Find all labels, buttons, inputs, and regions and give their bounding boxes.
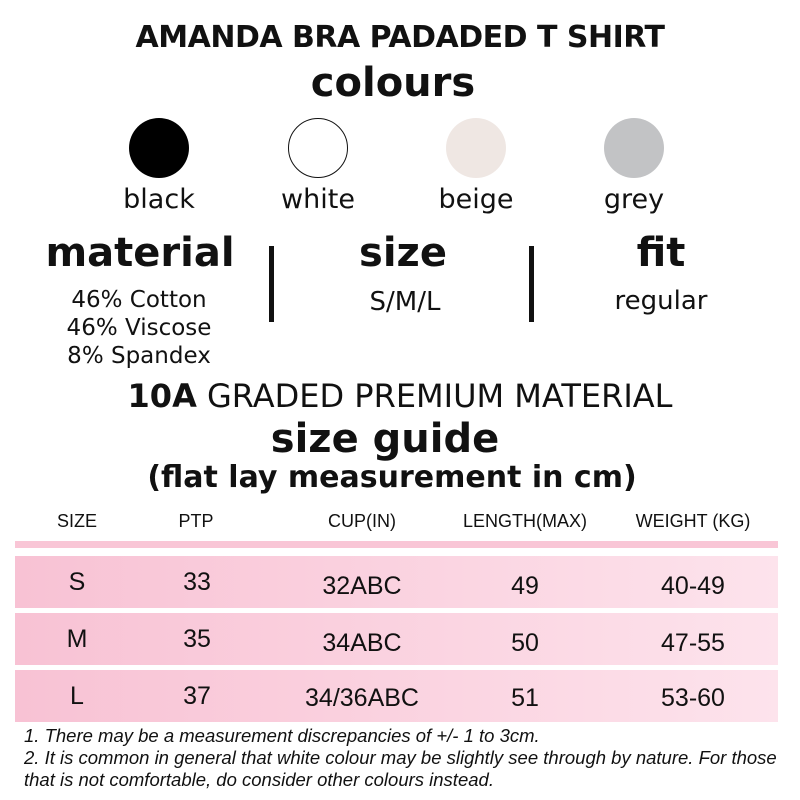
size-guide-heading: size guide: [270, 416, 500, 462]
material-heading: material: [45, 230, 235, 276]
material-list: 46% Cotton 46% Viscose 8% Spandex: [67, 286, 212, 370]
cell: 34ABC: [322, 629, 402, 657]
cell: L: [70, 682, 84, 710]
fit-value: regular: [614, 286, 708, 316]
cell: 34/36ABC: [305, 684, 419, 712]
size-guide-subheading: (flat lay measurement in cm): [147, 460, 637, 495]
table-header: WEIGHT (KG): [635, 511, 751, 531]
cell: 47-55: [661, 629, 725, 657]
cell: 40-49: [661, 572, 725, 600]
table-header: SIZE: [56, 511, 98, 531]
grade-text: GRADED PREMIUM MATERIAL: [196, 377, 673, 415]
swatch-grey: [604, 118, 664, 178]
colour-label: white: [281, 184, 355, 215]
cell: 53-60: [661, 684, 725, 712]
cell: 32ABC: [322, 572, 402, 600]
divider: [529, 246, 534, 322]
swatch-white: [288, 118, 348, 178]
cell: M: [66, 625, 88, 653]
colour-label: black: [123, 184, 195, 215]
colour-label: beige: [438, 184, 514, 215]
table-header: LENGTH(MAX): [462, 511, 588, 531]
cell: 51: [511, 684, 539, 712]
table-row: S 33 32ABC 49 40-49: [15, 556, 778, 608]
fit-heading: fit: [636, 230, 686, 276]
cell: 33: [183, 568, 211, 596]
divider: [269, 246, 274, 322]
size-heading: size: [359, 230, 447, 276]
table-header: PTP: [178, 511, 214, 531]
cell: 35: [183, 625, 211, 653]
size-value: S/M/L: [369, 287, 441, 317]
table-row: L 37 34/36ABC 51 53-60: [15, 670, 778, 722]
colours-heading: colours: [310, 60, 476, 106]
cell: S: [68, 568, 86, 596]
table-header: CUP(IN): [328, 511, 396, 531]
swatch-beige: [446, 118, 506, 178]
material-line: 46% Cotton: [71, 287, 207, 313]
grade-line: 10A GRADED PREMIUM MATERIAL: [128, 377, 673, 415]
cell: 49: [511, 572, 539, 600]
colour-label: grey: [603, 184, 665, 215]
swatch-black: [129, 118, 189, 178]
cell: 50: [511, 629, 539, 657]
material-line: 8% Spandex: [67, 343, 211, 369]
grade-bold: 10A: [127, 377, 197, 415]
cell: 37: [183, 682, 211, 710]
table-row: M 35 34ABC 50 47-55: [15, 613, 778, 665]
material-line: 46% Viscose: [66, 315, 212, 341]
note-2: 2. It is common in general that white co…: [24, 747, 777, 790]
note-1: 1. There may be a measurement discrepanc…: [24, 725, 540, 746]
header-rule: [15, 541, 778, 548]
product-title: AMANDA BRA PADADED T SHIRT: [135, 20, 665, 55]
